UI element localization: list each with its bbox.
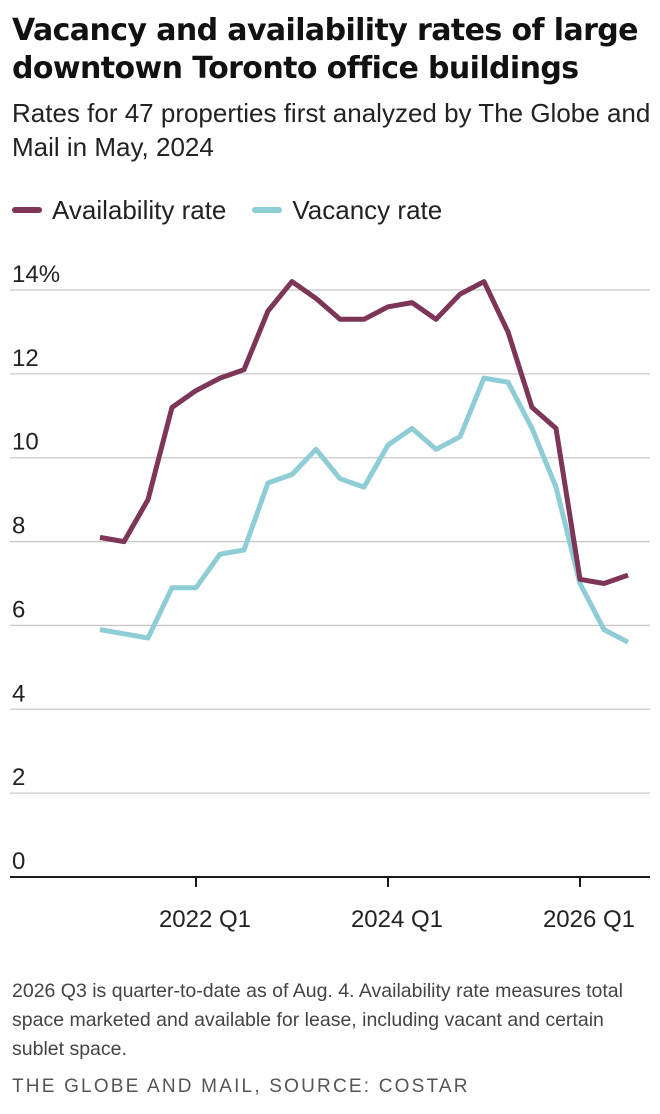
chart-title: Vacancy and availability rates of large … — [12, 13, 639, 86]
chart-subtitle: Rates for 47 properties first analyzed b… — [12, 98, 651, 162]
legend-swatch-availability — [12, 207, 42, 213]
y-tick-label: 2 — [12, 764, 25, 791]
x-tick-label: 2024 Q1 — [351, 906, 443, 933]
y-tick-label: 4 — [12, 680, 25, 707]
series-line-availability-rate — [99, 279, 629, 586]
legend-label-availability: Availability rate — [52, 194, 227, 225]
line-chart: 14% 12 10 8 6 4 2 0 2022 Q1 2024 Q1 2026 Q1 — [10, 261, 650, 933]
y-tick-label: 0 — [12, 848, 25, 875]
y-axis-ticks: 14% 12 10 8 6 4 2 0 — [12, 261, 60, 875]
x-tick-label: 2022 Q1 — [159, 906, 251, 933]
x-tick-label: 2026 Q1 — [543, 906, 635, 933]
x-axis: 2022 Q1 2024 Q1 2026 Q1 — [10, 876, 650, 933]
legend-label-vacancy: Vacancy rate — [292, 194, 443, 225]
legend: Availability rate Vacancy rate — [12, 192, 468, 228]
y-tick-label: 14% — [12, 261, 60, 288]
y-tick-label: 6 — [12, 596, 25, 623]
series-lines — [99, 279, 630, 645]
y-tick-label: 8 — [12, 513, 25, 540]
legend-item-availability: Availability rate — [12, 195, 226, 226]
y-tick-label: 10 — [12, 429, 39, 456]
source-credit: THE GLOBE AND MAIL, SOURCE: COSTAR — [12, 1076, 470, 1097]
footnote: 2026 Q3 is quarter-to-date as of Aug. 4.… — [12, 980, 623, 1060]
y-tick-label: 12 — [12, 345, 39, 372]
series-line-vacancy-rate — [99, 375, 630, 645]
legend-swatch-vacancy — [252, 207, 283, 213]
gridlines — [10, 289, 650, 794]
legend-item-vacancy: Vacancy rate — [252, 195, 442, 226]
